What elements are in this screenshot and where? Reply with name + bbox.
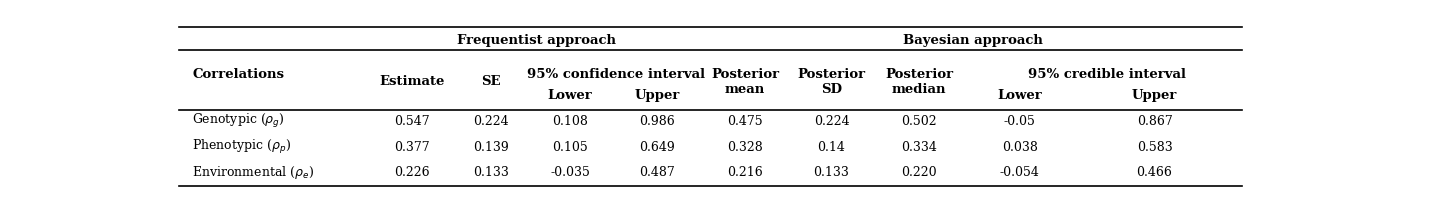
Text: 0.226: 0.226 (394, 166, 430, 180)
Text: SE: SE (481, 75, 501, 88)
Text: 0.547: 0.547 (394, 115, 430, 128)
Text: 0.216: 0.216 (727, 166, 763, 180)
Text: Environmental ($\rho_{e}$): Environmental ($\rho_{e}$) (192, 164, 315, 181)
Text: Lower: Lower (548, 89, 593, 102)
Text: 0.220: 0.220 (901, 166, 937, 180)
Text: Lower: Lower (997, 89, 1042, 102)
Text: 0.583: 0.583 (1137, 141, 1173, 153)
Text: Estimate: Estimate (379, 75, 445, 88)
Text: 0.14: 0.14 (818, 141, 845, 153)
Text: Posterior
mean: Posterior mean (710, 68, 779, 96)
Text: Frequentist approach: Frequentist approach (457, 34, 616, 48)
Text: 0.377: 0.377 (394, 141, 430, 153)
Text: 0.224: 0.224 (813, 115, 849, 128)
Text: 0.133: 0.133 (813, 166, 849, 180)
Text: 0.466: 0.466 (1137, 166, 1173, 180)
Text: 95% credible interval: 95% credible interval (1028, 69, 1186, 81)
Text: 95% confidence interval: 95% confidence interval (527, 69, 705, 81)
Text: 0.487: 0.487 (640, 166, 676, 180)
Text: Bayesian approach: Bayesian approach (902, 34, 1042, 48)
Text: Phenotypic ($\rho_{p}$): Phenotypic ($\rho_{p}$) (192, 138, 292, 156)
Text: 0.649: 0.649 (640, 141, 676, 153)
Text: -0.05: -0.05 (1004, 115, 1035, 128)
Text: 0.328: 0.328 (727, 141, 763, 153)
Text: Correlations: Correlations (192, 69, 285, 81)
Text: 0.224: 0.224 (473, 115, 508, 128)
Text: Upper: Upper (1131, 89, 1177, 102)
Text: Upper: Upper (634, 89, 680, 102)
Text: 0.108: 0.108 (553, 115, 589, 128)
Text: 0.502: 0.502 (901, 115, 937, 128)
Text: 0.105: 0.105 (553, 141, 589, 153)
Text: 0.867: 0.867 (1137, 115, 1173, 128)
Text: 0.139: 0.139 (473, 141, 508, 153)
Text: Posterior
SD: Posterior SD (798, 68, 865, 96)
Text: 0.986: 0.986 (640, 115, 676, 128)
Text: -0.035: -0.035 (550, 166, 590, 180)
Text: Posterior
median: Posterior median (885, 68, 954, 96)
Text: 0.475: 0.475 (727, 115, 763, 128)
Text: 0.038: 0.038 (1002, 141, 1038, 153)
Text: 0.133: 0.133 (473, 166, 508, 180)
Text: 0.334: 0.334 (901, 141, 937, 153)
Text: -0.054: -0.054 (1000, 166, 1040, 180)
Text: Genotypic ($\rho_{g}$): Genotypic ($\rho_{g}$) (192, 112, 285, 130)
